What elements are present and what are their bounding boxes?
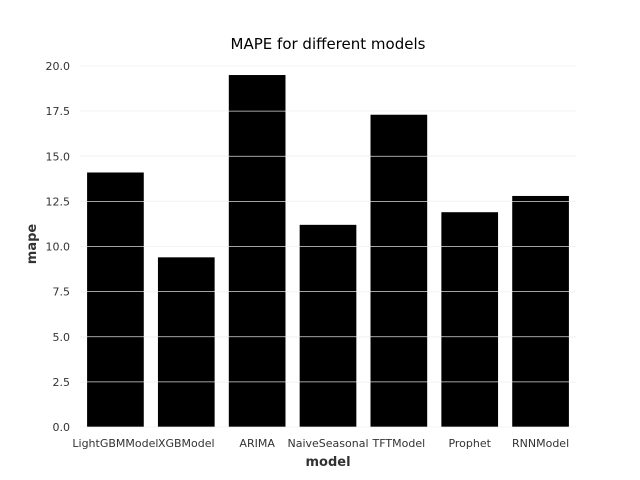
bar-lightgbmmodel (87, 172, 144, 427)
y-tick-label: 0.0 (53, 421, 71, 434)
y-tick-label: 15.0 (46, 150, 71, 163)
x-tick-label: LightGBMModel (72, 437, 158, 450)
bar-tftmodel (370, 114, 428, 428)
bar-naiveseasonal (299, 224, 357, 427)
x-tick-label: XGBModel (158, 437, 215, 450)
y-tick-label: 5.0 (53, 331, 71, 344)
chart-title: MAPE for different models (231, 35, 426, 53)
bar-arima (228, 75, 286, 428)
x-axis-label: model (305, 455, 350, 470)
x-tick-label: RNNModel (512, 437, 569, 450)
y-axis-label: mape (25, 224, 40, 265)
y-tick-label: 12.5 (46, 195, 71, 208)
y-tick-label: 10.0 (46, 241, 71, 254)
bar-gridline-overlay (80, 65, 576, 428)
y-tick-label: 7.5 (53, 286, 71, 299)
x-tick-label: NaiveSeasonal (287, 437, 368, 450)
y-tick-label: 20.0 (46, 60, 71, 73)
bars (87, 75, 569, 428)
x-tick-label: Prophet (448, 437, 491, 450)
y-tick-labels: 0.0 2.5 5.0 7.5 10.0 12.5 15.0 17.5 20.0 (46, 60, 71, 434)
y-tick-label: 17.5 (46, 105, 71, 118)
y-tick-label: 2.5 (53, 376, 71, 389)
bar-rnnmodel (512, 195, 569, 427)
x-tick-labels: LightGBMModel XGBModel ARIMA NaiveSeasonal T… (72, 437, 569, 450)
bar-xgbmodel (157, 257, 215, 427)
x-tick-label: TFTModel (372, 437, 426, 450)
x-tick-label: ARIMA (239, 437, 275, 450)
bar-prophet (441, 212, 499, 427)
